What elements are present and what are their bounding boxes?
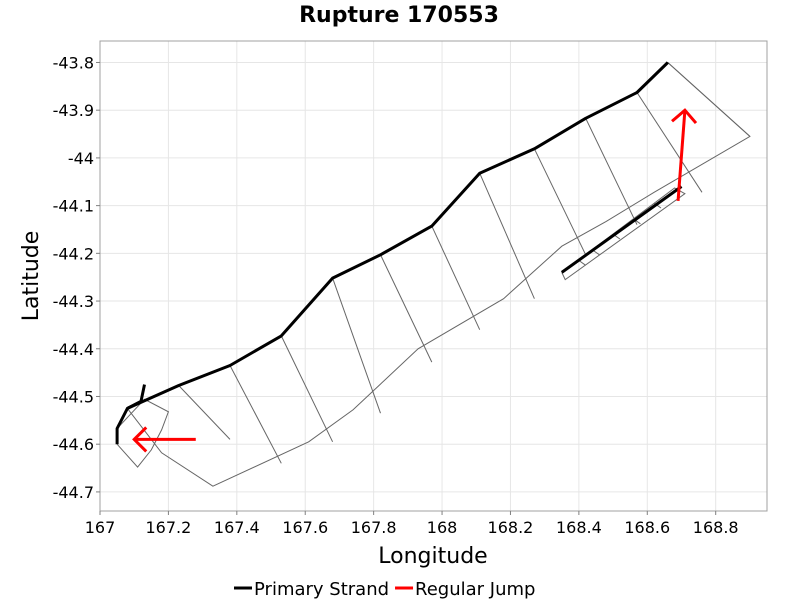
primary-strand-line-2 — [560, 185, 683, 274]
rupture-outline-2 — [561, 187, 686, 281]
y-tick-label: -44.2 — [53, 244, 94, 263]
rupture-outlines — [116, 61, 751, 487]
subsection-line-0 — [178, 385, 231, 440]
y-axis-ticks: -43.8 -43.9 -44 -44.1 -44.2 -44.3 -44.4 -44.5 -4… — [53, 53, 100, 502]
y-tick-label: -44 — [68, 149, 94, 168]
subsection-line-6 — [479, 173, 535, 299]
x-tick-label: 167 — [85, 518, 116, 537]
subsection-line-1 — [229, 365, 282, 464]
subsection-line-5 — [431, 225, 481, 330]
x-tick-label: 168.8 — [693, 518, 739, 537]
subsection-line-3 — [332, 277, 381, 414]
y-tick-label: -44.4 — [53, 340, 94, 359]
grid-layer — [99, 41, 767, 511]
regular-jump-arrow-0 — [132, 426, 196, 453]
x-tick-label: 167.2 — [146, 518, 192, 537]
subsection-line-8 — [585, 118, 638, 225]
primary-strand-line-1 — [126, 384, 146, 410]
subsection-line-11 — [578, 260, 586, 266]
plot-frame — [99, 40, 768, 512]
y-tick-label: -43.8 — [53, 53, 94, 72]
x-tick-label: 168 — [427, 518, 458, 537]
x-tick-label: 167.8 — [351, 518, 397, 537]
y-tick-label: -43.9 — [53, 101, 94, 120]
x-tick-label: 168.6 — [624, 518, 670, 537]
regular-jump-series — [132, 108, 698, 453]
y-tick-label: -44.7 — [53, 483, 94, 502]
subsection-line-2 — [280, 335, 334, 443]
y-tick-label: -44.1 — [53, 197, 94, 216]
legend-item-0: Primary Strand — [234, 579, 389, 600]
y-tick-label: -44.3 — [53, 292, 94, 311]
x-axis-ticks: 167 167.2 167.4 167.6 167.8 168 168.2 168.4 168.… — [85, 511, 739, 537]
y-tick-label: -44.5 — [53, 387, 94, 406]
x-axis-label: Longitude — [378, 544, 487, 569]
subsection-line-10 — [667, 62, 751, 137]
x-tick-label: 168.2 — [488, 518, 534, 537]
regular-jump-arrow-1 — [671, 108, 698, 201]
x-tick-label: 168.4 — [556, 518, 602, 537]
primary-strand-series — [115, 61, 683, 445]
subsection-line-9 — [636, 92, 703, 193]
legend-item-1: Regular Jump — [395, 579, 535, 600]
subsection-line-4 — [380, 254, 433, 363]
legend-label: Primary Strand — [254, 579, 389, 600]
rupture-outline-0 — [116, 398, 170, 468]
chart-title: Rupture 170553 — [299, 3, 499, 28]
y-axis-label: Latitude — [19, 231, 44, 322]
legend: Primary Strand Regular Jump — [234, 579, 535, 600]
subsection-line-7 — [533, 148, 587, 256]
y-tick-label: -44.6 — [53, 435, 94, 454]
rupture-outline-1 — [127, 61, 751, 487]
x-tick-label: 167.4 — [214, 518, 260, 537]
x-tick-label: 167.6 — [282, 518, 328, 537]
legend-label: Regular Jump — [415, 579, 535, 600]
